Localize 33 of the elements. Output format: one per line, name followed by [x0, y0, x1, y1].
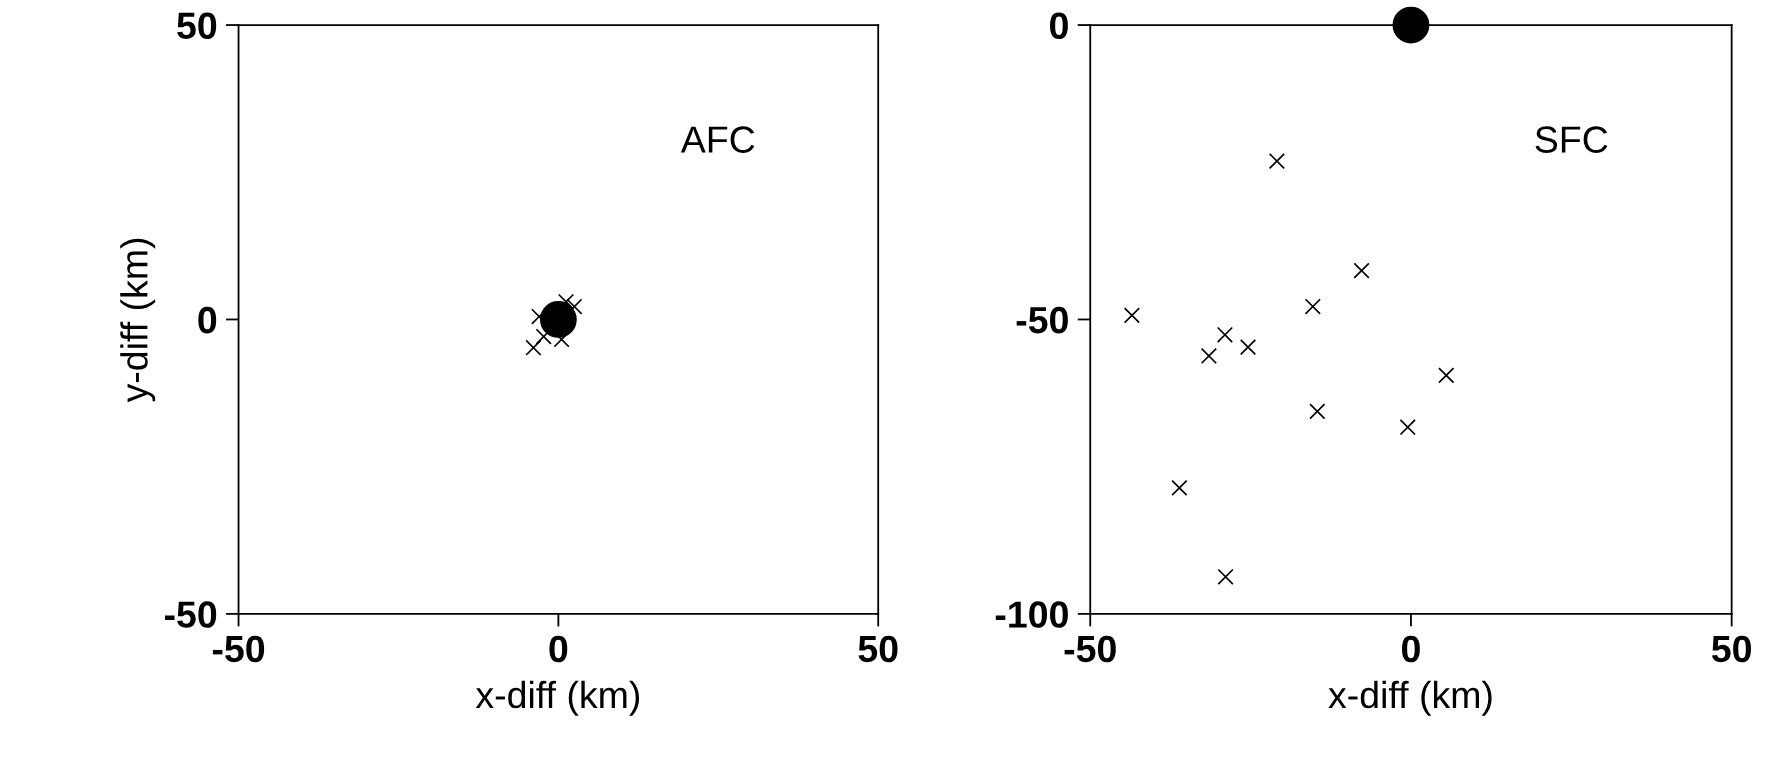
y-tick-label: -50 [164, 601, 217, 628]
x-tick-label: 50 [1711, 635, 1751, 663]
annotation: SFC [1535, 126, 1608, 153]
y-tick-label: -100 [995, 601, 1068, 628]
point [1353, 262, 1370, 279]
point [1123, 307, 1141, 324]
point [535, 328, 552, 345]
x-tick-label: -50 [1064, 635, 1116, 663]
x-tick-label: 0 [549, 635, 568, 663]
point [1268, 152, 1286, 170]
x-axis-title: x-diff (km) [1328, 680, 1492, 716]
point [1171, 479, 1188, 496]
point [1200, 347, 1218, 365]
point [539, 301, 577, 338]
point [1399, 419, 1416, 436]
point [1216, 326, 1234, 343]
y-tick-label: 50 [177, 12, 217, 40]
x-tick-label: -50 [212, 635, 265, 663]
y-tick-label: 0 [1050, 12, 1068, 40]
y-axis-title: y-diff (km) [120, 238, 156, 403]
point [1438, 367, 1455, 384]
point [1392, 6, 1430, 44]
x-tick-label: 50 [858, 635, 898, 663]
x-tick-label: 0 [1402, 635, 1420, 663]
point [525, 339, 542, 356]
point [1304, 298, 1321, 315]
x-axis-title: x-diff (km) [475, 680, 640, 716]
annotation: AFC [680, 126, 755, 153]
point [1309, 403, 1326, 420]
point [1217, 568, 1234, 585]
y-tick-label: -50 [1016, 306, 1068, 334]
point [1239, 339, 1257, 356]
y-tick-label: 0 [198, 306, 217, 334]
